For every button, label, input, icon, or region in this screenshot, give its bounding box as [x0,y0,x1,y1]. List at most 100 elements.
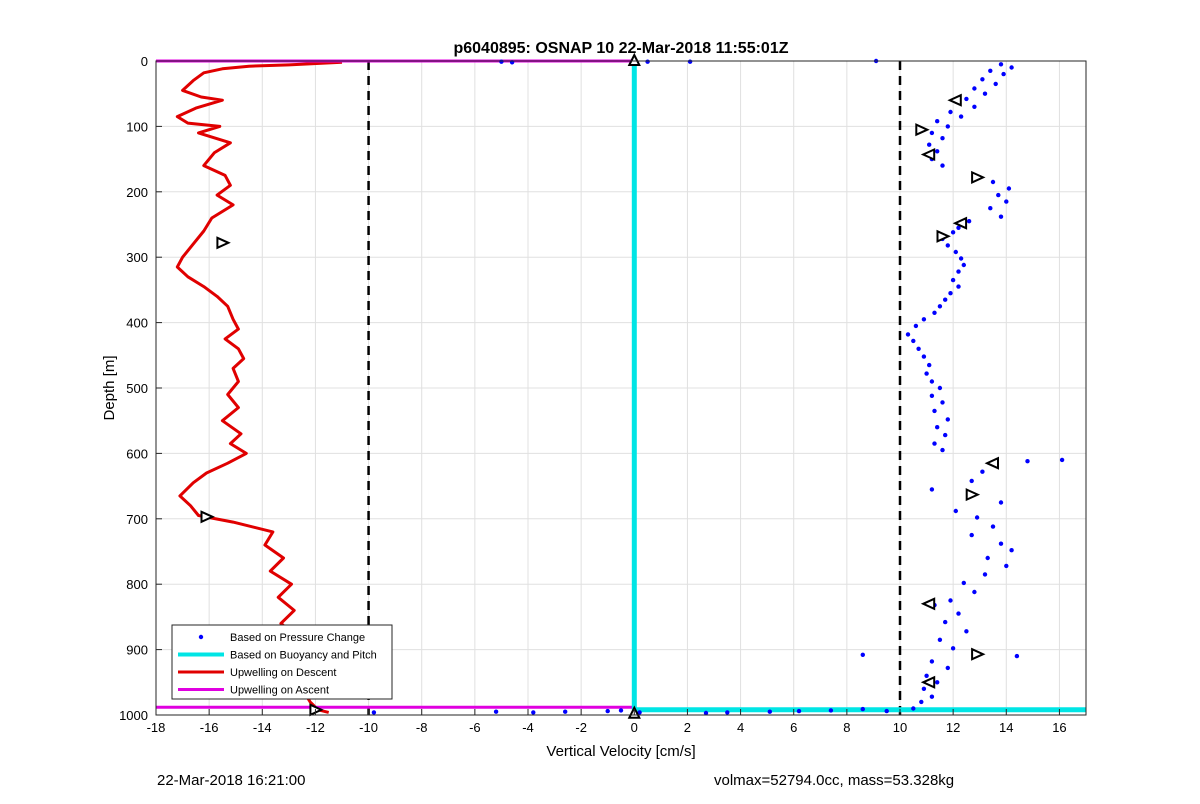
x-tick-label: 6 [790,720,797,735]
data-point [953,249,958,255]
x-tick-label: 2 [684,720,691,735]
data-point [860,652,865,657]
x-tick-label: 16 [1052,720,1066,735]
data-point [932,310,937,315]
data-point [929,487,935,492]
data-point [884,708,889,714]
data-point [618,708,624,713]
data-point [980,77,985,82]
data-point [916,346,921,351]
data-point [605,708,610,714]
legend-label: Based on Buoyancy and Pitch [230,650,377,662]
data-point [993,81,998,87]
data-point [927,142,932,147]
direction-marker [947,93,962,107]
direction-marker [200,510,215,524]
x-tick-label: -18 [147,720,166,735]
data-point [1004,199,1009,204]
y-tick-label: 200 [126,185,148,200]
x-tick-label: 0 [631,720,638,735]
data-point [950,277,956,283]
x-tick-label: 14 [999,720,1013,735]
data-point [1009,548,1014,553]
data-point [945,124,950,129]
data-point [958,114,964,119]
direction-marker [971,170,986,184]
data-point [1059,457,1065,463]
data-point [703,710,709,716]
data-point [929,393,935,398]
direction-marker [952,216,968,230]
data-point [961,580,966,586]
direction-marker [984,456,999,470]
data-point [969,532,974,538]
data-point [932,408,937,414]
data-point [998,500,1004,505]
data-point [974,515,980,520]
direction-marker [936,229,951,243]
data-point [929,694,935,699]
direction-marker [627,52,641,66]
data-point [943,619,948,625]
data-point [940,447,945,453]
data-point [905,332,911,337]
x-tick-label: -10 [359,720,378,735]
data-point [645,59,650,64]
data-point [493,709,499,714]
direction-marker [971,647,986,661]
legend-label: Upwelling on Ascent [230,685,329,697]
data-point [969,478,974,484]
data-point [913,323,919,329]
data-point [990,524,996,529]
data-point [924,673,929,678]
x-tick-label: -8 [416,720,428,735]
data-point [945,417,950,422]
data-point [982,91,988,96]
x-axis-label: Vertical Velocity [cm/s] [546,743,695,760]
data-point [932,441,937,446]
data-point [935,149,940,154]
data-point [371,710,377,715]
data-point [996,192,1001,198]
data-point [531,710,536,715]
data-point [911,706,916,711]
data-point [972,104,977,110]
legend-label: Upwelling on Descent [230,667,336,679]
data-point [988,206,993,211]
data-point [935,119,940,124]
x-tick-label: -4 [522,720,534,735]
x-tick-label: -14 [253,720,272,735]
data-point [1014,653,1020,659]
legend-box [171,624,393,700]
direction-marker [216,236,231,250]
data-point [929,130,935,136]
data-point [945,665,950,671]
data-point [929,659,935,664]
y-tick-label: 900 [126,643,148,658]
data-point [935,680,940,685]
data-point [725,710,730,715]
reference-lines [367,61,902,715]
legend: Based on Pressure Change Based on Buoyanc… [171,624,393,700]
direction-marker [965,488,981,502]
axis-ticks: -18 -16 -14 -12 -10 -8 -6 -4 -2 0 2 4 6 8 10 12 14 16 0 100… [119,54,1067,735]
data-point [927,362,932,368]
data-point [956,225,961,230]
x-tick-label: 4 [737,720,744,735]
data-point [980,469,985,474]
data-point [943,432,948,438]
direction-marker [915,123,930,137]
chart-title: p6040895: OSNAP 10 22-Mar-2018 11:55:01Z [453,40,788,57]
data-point [911,338,916,344]
series-line-upwelling-on-descent [175,60,343,714]
y-tick-label: 700 [126,512,148,527]
data-point [1004,563,1009,569]
x-tick-label: -2 [575,720,587,735]
data-point [937,385,943,391]
x-tick-label: -16 [200,720,219,735]
footer-timestamp: 22-Mar-2018 16:21:00 [157,772,306,789]
data-point [687,59,693,64]
x-tick-label: 12 [946,720,960,735]
x-tick-label: 8 [843,720,850,735]
legend-swatch [198,634,204,640]
